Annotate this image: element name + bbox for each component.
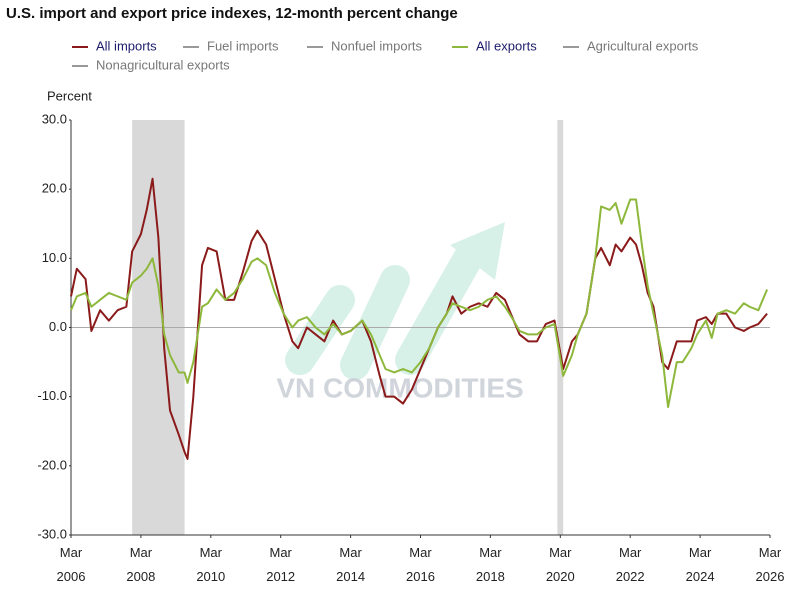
y-tick-label: 0.0: [49, 319, 67, 334]
legend-item[interactable]: All exports: [452, 38, 537, 53]
x-tick-label: Mar 2020: [545, 545, 575, 584]
y-axis-label: Percent: [47, 88, 92, 103]
y-tick-label: 30.0: [42, 111, 67, 126]
x-tick-label: Mar 2024: [685, 545, 715, 584]
legend-item[interactable]: Nonagricultural exports: [72, 57, 230, 72]
x-tick-label: Mar 2016: [406, 545, 435, 584]
x-tick-label: Mar 2010: [196, 545, 226, 584]
y-tick-label: 20.0: [42, 181, 67, 196]
legend-label: Fuel imports: [207, 38, 279, 53]
x-tick-label: Mar 2014: [336, 545, 366, 584]
x-tick-label: Mar 2022: [615, 545, 645, 584]
x-tick-label: Mar 2018: [475, 545, 505, 584]
x-tick-label: Mar 2006: [56, 545, 86, 584]
legend-item[interactable]: Fuel imports: [183, 38, 279, 53]
legend-label: Nonagricultural exports: [96, 57, 230, 72]
legend-item[interactable]: All imports: [72, 38, 157, 53]
watermark-arrow: [285, 222, 505, 380]
y-tick-label: 10.0: [42, 250, 67, 265]
x-tick-label: Mar 2012: [266, 545, 296, 584]
legend-item[interactable]: Agricultural exports: [563, 38, 699, 53]
legend-label: Agricultural exports: [587, 38, 699, 53]
legend-label: Nonfuel imports: [331, 38, 423, 53]
y-tick-label: -20.0: [37, 457, 67, 472]
series-line: [70, 177, 768, 460]
x-tick-label: Mar 2008: [126, 545, 156, 584]
series-line: [70, 198, 769, 409]
y-tick-label: -10.0: [37, 388, 67, 403]
legend-item[interactable]: Nonfuel imports: [307, 38, 423, 53]
y-tick-label: -30.0: [37, 526, 67, 541]
legend-label: All exports: [476, 38, 537, 53]
x-tick-label: Mar 2026: [755, 545, 785, 584]
watermark: VN COMMODITIES: [276, 372, 523, 403]
legend-label: All imports: [96, 38, 157, 53]
chart-title: U.S. import and export price indexes, 12…: [6, 5, 458, 22]
